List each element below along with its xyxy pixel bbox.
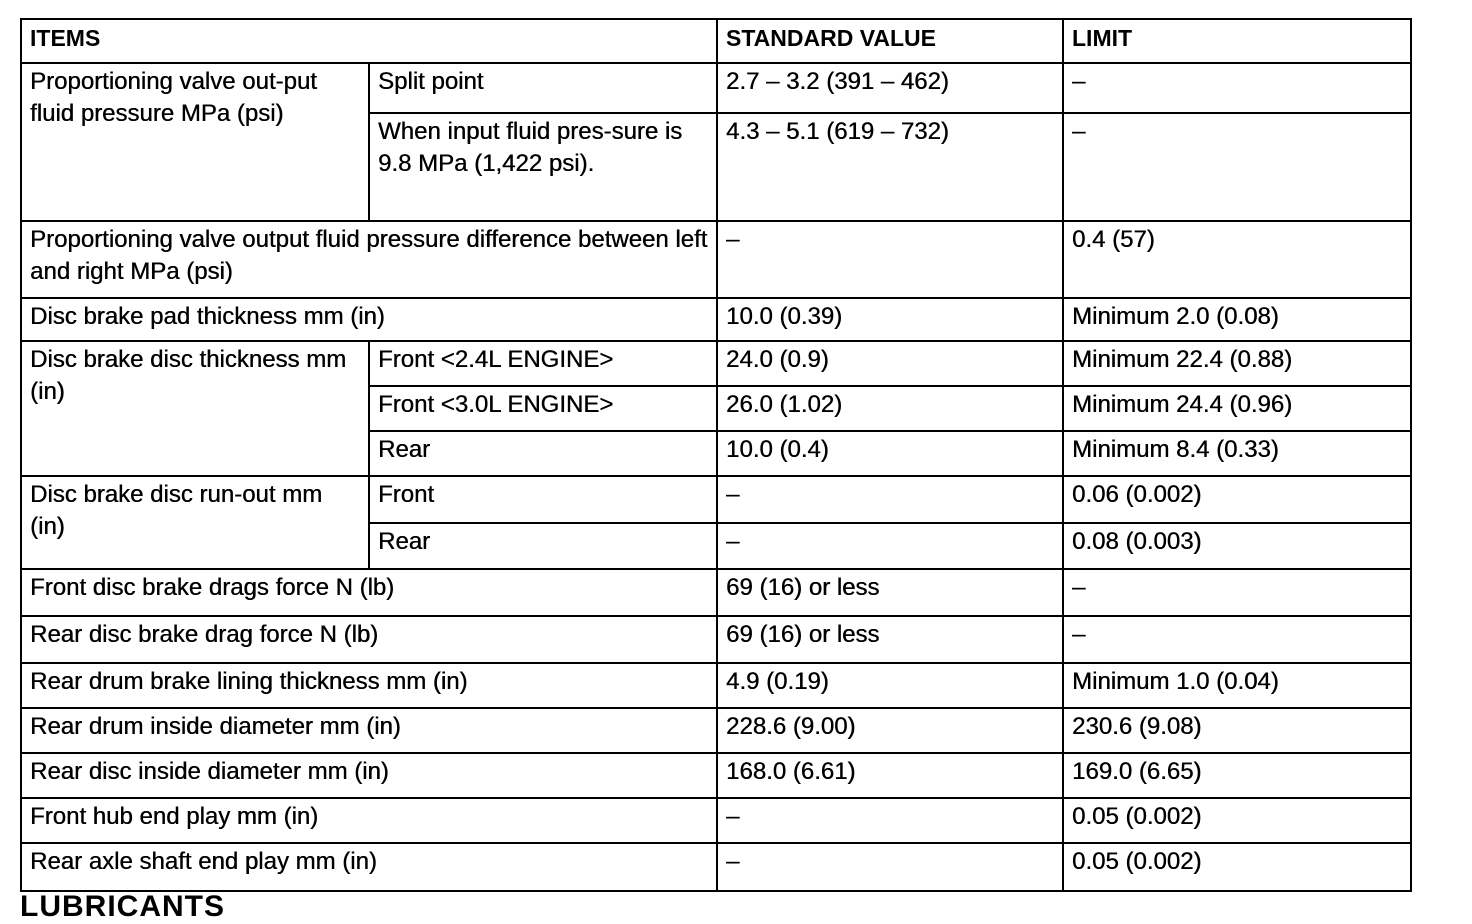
standard-cell: –	[716, 522, 1064, 570]
limit-cell: Minimum 1.0 (0.04)	[1062, 662, 1412, 709]
standard-cell: –	[716, 220, 1064, 299]
subitem-cell: Front <3.0L ENGINE>	[368, 385, 718, 432]
limit-cell: Minimum 8.4 (0.33)	[1062, 430, 1412, 477]
subitem-cell: Front <2.4L ENGINE>	[368, 340, 718, 387]
standard-cell: 228.6 (9.00)	[716, 707, 1064, 754]
items-header: ITEMS	[20, 18, 718, 64]
limit-header: LIMIT	[1062, 18, 1412, 64]
specifications-table: ITEMS STANDARD VALUE LIMIT Proportioning…	[20, 18, 1412, 892]
item-cell: Rear disc brake drag force N (lb)	[20, 615, 718, 664]
limit-cell: –	[1062, 568, 1412, 617]
limit-cell: Minimum 24.4 (0.96)	[1062, 385, 1412, 432]
subitem-cell: Rear	[368, 522, 718, 570]
standard-cell: 168.0 (6.61)	[716, 752, 1064, 799]
table-row: Front hub end play mm (in) – 0.05 (0.002…	[20, 797, 1412, 844]
limit-cell: 0.08 (0.003)	[1062, 522, 1412, 570]
table-row: Disc brake pad thickness mm (in) 10.0 (0…	[20, 297, 1412, 342]
limit-cell: Minimum 2.0 (0.08)	[1062, 297, 1412, 342]
table-row: Proportioning valve out-put fluid pressu…	[20, 62, 1412, 222]
item-cell: Disc brake pad thickness mm (in)	[20, 297, 718, 342]
item-cell: Front hub end play mm (in)	[20, 797, 718, 844]
table-row: Rear – 0.08 (0.003)	[21, 522, 1412, 570]
subitem-cell: When input fluid pres-sure is 9.8 MPa (1…	[368, 112, 718, 222]
item-cell: Front disc brake drags force N (lb)	[20, 568, 718, 617]
standard-cell: –	[716, 842, 1064, 892]
limit-cell: –	[1062, 615, 1412, 664]
limit-cell: 169.0 (6.65)	[1062, 752, 1412, 799]
standard-cell: 26.0 (1.02)	[716, 385, 1064, 432]
standard-cell: 10.0 (0.39)	[716, 297, 1064, 342]
item-cell: Disc brake disc thickness mm (in)	[20, 340, 370, 477]
limit-cell: Minimum 22.4 (0.88)	[1062, 340, 1412, 387]
limit-cell: –	[1062, 62, 1412, 114]
next-section-heading: LUBRICANTS	[20, 890, 225, 923]
item-cell: Disc brake disc run-out mm (in)	[20, 475, 370, 570]
table-row: When input fluid pres-sure is 9.8 MPa (1…	[21, 112, 1412, 222]
table-row: Rear 10.0 (0.4) Minimum 8.4 (0.33)	[21, 430, 1412, 477]
limit-cell: 0.05 (0.002)	[1062, 842, 1412, 892]
standard-cell: 69 (16) or less	[716, 568, 1064, 617]
table-row: Rear disc inside diameter mm (in) 168.0 …	[20, 752, 1412, 799]
table-row: Rear disc brake drag force N (lb) 69 (16…	[20, 615, 1412, 664]
standard-value-header: STANDARD VALUE	[716, 18, 1064, 64]
item-cell: Rear axle shaft end play mm (in)	[20, 842, 718, 892]
table-row: Front <3.0L ENGINE> 26.0 (1.02) Minimum …	[21, 385, 1412, 432]
standard-cell: 24.0 (0.9)	[716, 340, 1064, 387]
standard-cell: 10.0 (0.4)	[716, 430, 1064, 477]
limit-cell: 0.06 (0.002)	[1062, 475, 1412, 524]
subitem-cell: Front	[368, 475, 718, 524]
item-cell: Proportioning valve output fluid pressur…	[20, 220, 718, 299]
limit-cell: –	[1062, 112, 1412, 222]
subitem-cell: Rear	[368, 430, 718, 477]
standard-cell: 4.3 – 5.1 (619 – 732)	[716, 112, 1064, 222]
standard-cell: 2.7 – 3.2 (391 – 462)	[716, 62, 1064, 114]
table-row: Proportioning valve output fluid pressur…	[20, 220, 1412, 299]
table-row: Front disc brake drags force N (lb) 69 (…	[20, 568, 1412, 617]
standard-cell: –	[716, 797, 1064, 844]
item-cell: Rear disc inside diameter mm (in)	[20, 752, 718, 799]
limit-cell: 0.05 (0.002)	[1062, 797, 1412, 844]
table-row: Rear drum inside diameter mm (in) 228.6 …	[20, 707, 1412, 754]
table-row: Disc brake disc run-out mm (in) Front – …	[20, 475, 1412, 570]
table-row: Disc brake disc thickness mm (in) Front …	[20, 340, 1412, 477]
subitem-cell: Split point	[368, 62, 718, 114]
item-cell: Proportioning valve out-put fluid pressu…	[20, 62, 370, 222]
table-row: Rear axle shaft end play mm (in) – 0.05 …	[20, 842, 1412, 892]
standard-cell: –	[716, 475, 1064, 524]
table-row: Rear drum brake lining thickness mm (in)…	[20, 662, 1412, 709]
limit-cell: 230.6 (9.08)	[1062, 707, 1412, 754]
standard-cell: 69 (16) or less	[716, 615, 1064, 664]
limit-cell: 0.4 (57)	[1062, 220, 1412, 299]
header-row: ITEMS STANDARD VALUE LIMIT	[20, 18, 1412, 64]
standard-cell: 4.9 (0.19)	[716, 662, 1064, 709]
item-cell: Rear drum inside diameter mm (in)	[20, 707, 718, 754]
item-cell: Rear drum brake lining thickness mm (in)	[20, 662, 718, 709]
